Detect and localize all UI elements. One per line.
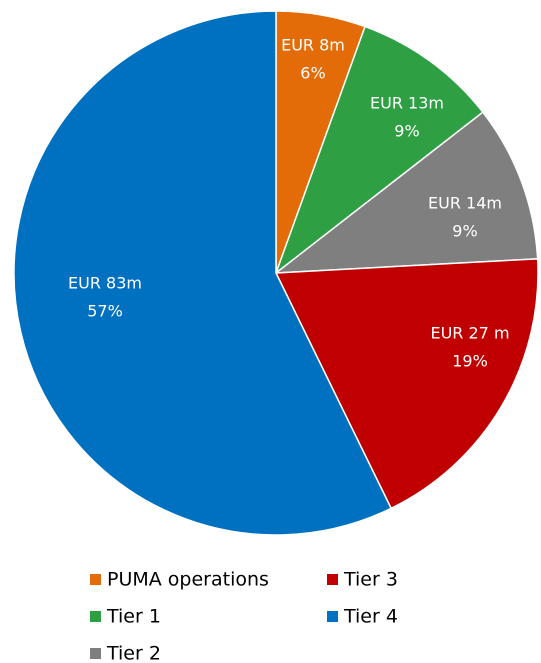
legend-swatch (327, 574, 338, 585)
legend-label: Tier 3 (343, 569, 398, 591)
legend-swatch (327, 611, 338, 622)
legend-swatch (90, 574, 101, 585)
legend-label: Tier 4 (343, 606, 398, 628)
pie-slice (274, 25, 484, 276)
value-label: EUR 27 m (430, 324, 509, 343)
percent-label: 9% (394, 122, 419, 141)
percent-label: 19% (452, 352, 488, 371)
legend-label: Tier 1 (106, 606, 161, 628)
pie-slice (13, 10, 393, 536)
value-label: EUR 83m (68, 274, 142, 293)
percent-label: 57% (87, 302, 123, 321)
legend-swatch (90, 648, 101, 659)
value-label: EUR 8m (281, 36, 345, 55)
percent-label: 9% (452, 222, 477, 241)
percent-label: 6% (300, 64, 325, 83)
legend-swatch (90, 611, 101, 622)
legend-label: PUMA operations (107, 569, 269, 591)
value-label: EUR 14m (428, 194, 502, 213)
legend-label: Tier 2 (106, 643, 161, 663)
pie-slice (273, 111, 539, 274)
value-label: EUR 13m (370, 94, 444, 113)
pie-slice (274, 258, 539, 510)
